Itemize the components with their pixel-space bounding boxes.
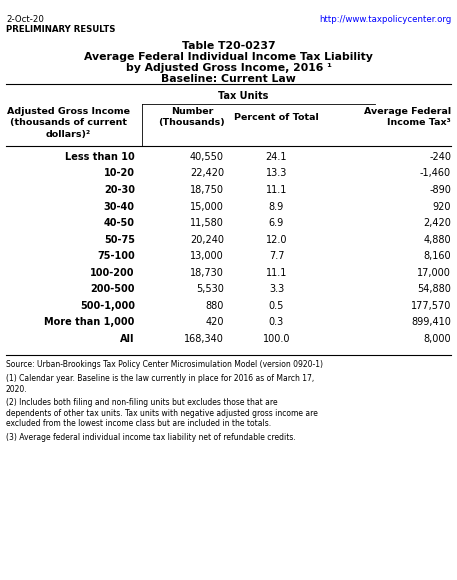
Text: 17,000: 17,000 bbox=[417, 268, 451, 278]
Text: 11,580: 11,580 bbox=[190, 218, 224, 228]
Text: 0.3: 0.3 bbox=[269, 317, 284, 327]
Text: by Adjusted Gross Income, 2016 ¹: by Adjusted Gross Income, 2016 ¹ bbox=[126, 63, 331, 72]
Text: 899,410: 899,410 bbox=[411, 317, 451, 327]
Text: Percent of Total: Percent of Total bbox=[234, 113, 319, 122]
Text: 13,000: 13,000 bbox=[190, 251, 224, 261]
Text: 15,000: 15,000 bbox=[190, 202, 224, 212]
Text: 18,750: 18,750 bbox=[190, 185, 224, 195]
Text: 420: 420 bbox=[206, 317, 224, 327]
Text: http://www.taxpolicycenter.org: http://www.taxpolicycenter.org bbox=[319, 15, 451, 24]
Text: 40-50: 40-50 bbox=[104, 218, 135, 228]
Text: 920: 920 bbox=[433, 202, 451, 212]
Text: Table T20-0237: Table T20-0237 bbox=[182, 41, 275, 50]
Text: 50-75: 50-75 bbox=[104, 235, 135, 245]
Text: dependents of other tax units. Tax units with negative adjusted gross income are: dependents of other tax units. Tax units… bbox=[6, 409, 318, 418]
Text: 168,340: 168,340 bbox=[184, 334, 224, 344]
Text: Tax Units: Tax Units bbox=[218, 91, 269, 101]
Text: 5,530: 5,530 bbox=[196, 284, 224, 294]
Text: 2-Oct-20: 2-Oct-20 bbox=[6, 15, 44, 24]
Text: 200-500: 200-500 bbox=[90, 284, 135, 294]
Text: -890: -890 bbox=[429, 185, 451, 195]
Text: 30-40: 30-40 bbox=[104, 202, 135, 212]
Text: 8,000: 8,000 bbox=[424, 334, 451, 344]
Text: 10-20: 10-20 bbox=[104, 168, 135, 179]
Text: Number: Number bbox=[171, 107, 213, 116]
Text: (Thousands): (Thousands) bbox=[159, 118, 225, 128]
Text: 500-1,000: 500-1,000 bbox=[80, 300, 135, 311]
Text: 0.5: 0.5 bbox=[269, 300, 284, 311]
Text: 11.1: 11.1 bbox=[266, 268, 287, 278]
Text: 20,240: 20,240 bbox=[190, 235, 224, 245]
Text: 2020.: 2020. bbox=[6, 385, 27, 394]
Text: 2,420: 2,420 bbox=[423, 218, 451, 228]
Text: 100.0: 100.0 bbox=[263, 334, 290, 344]
Text: (1) Calendar year. Baseline is the law currently in place for 2016 as of March 1: (1) Calendar year. Baseline is the law c… bbox=[6, 374, 314, 383]
Text: 40,550: 40,550 bbox=[190, 152, 224, 162]
Text: Baseline: Current Law: Baseline: Current Law bbox=[161, 74, 296, 84]
Text: 8.9: 8.9 bbox=[269, 202, 284, 212]
Text: 13.3: 13.3 bbox=[266, 168, 287, 179]
Text: 75-100: 75-100 bbox=[97, 251, 135, 261]
Text: (2) Includes both filing and non-filing units but excludes those that are: (2) Includes both filing and non-filing … bbox=[6, 398, 277, 407]
Text: 880: 880 bbox=[206, 300, 224, 311]
Text: Average Federal: Average Federal bbox=[364, 107, 451, 116]
Text: Average Federal Individual Income Tax Liability: Average Federal Individual Income Tax Li… bbox=[84, 52, 373, 61]
Text: All: All bbox=[120, 334, 135, 344]
Text: 54,880: 54,880 bbox=[417, 284, 451, 294]
Text: 7.7: 7.7 bbox=[269, 251, 284, 261]
Text: Adjusted Gross Income: Adjusted Gross Income bbox=[7, 107, 130, 116]
Text: 100-200: 100-200 bbox=[90, 268, 135, 278]
Text: 6.9: 6.9 bbox=[269, 218, 284, 228]
Text: 18,730: 18,730 bbox=[190, 268, 224, 278]
Text: -240: -240 bbox=[429, 152, 451, 162]
Text: 12.0: 12.0 bbox=[266, 235, 287, 245]
Text: Source: Urban-Brookings Tax Policy Center Microsimulation Model (version 0920-1): Source: Urban-Brookings Tax Policy Cente… bbox=[6, 360, 323, 369]
Text: 3.3: 3.3 bbox=[269, 284, 284, 294]
Text: Less than 10: Less than 10 bbox=[65, 152, 135, 162]
Text: (thousands of current: (thousands of current bbox=[10, 118, 127, 128]
Text: 8,160: 8,160 bbox=[424, 251, 451, 261]
Text: 20-30: 20-30 bbox=[104, 185, 135, 195]
Text: 24.1: 24.1 bbox=[266, 152, 287, 162]
Text: PRELIMINARY RESULTS: PRELIMINARY RESULTS bbox=[6, 25, 116, 34]
Text: 22,420: 22,420 bbox=[190, 168, 224, 179]
Text: More than 1,000: More than 1,000 bbox=[44, 317, 135, 327]
Text: dollars)²: dollars)² bbox=[46, 130, 91, 139]
Text: 11.1: 11.1 bbox=[266, 185, 287, 195]
Text: excluded from the lowest income class but are included in the totals.: excluded from the lowest income class bu… bbox=[6, 419, 271, 428]
Text: 177,570: 177,570 bbox=[411, 300, 451, 311]
Text: -1,460: -1,460 bbox=[420, 168, 451, 179]
Text: (3) Average federal individual income tax liability net of refundable credits.: (3) Average federal individual income ta… bbox=[6, 433, 296, 442]
Text: Income Tax³: Income Tax³ bbox=[388, 118, 451, 128]
Text: 4,880: 4,880 bbox=[424, 235, 451, 245]
